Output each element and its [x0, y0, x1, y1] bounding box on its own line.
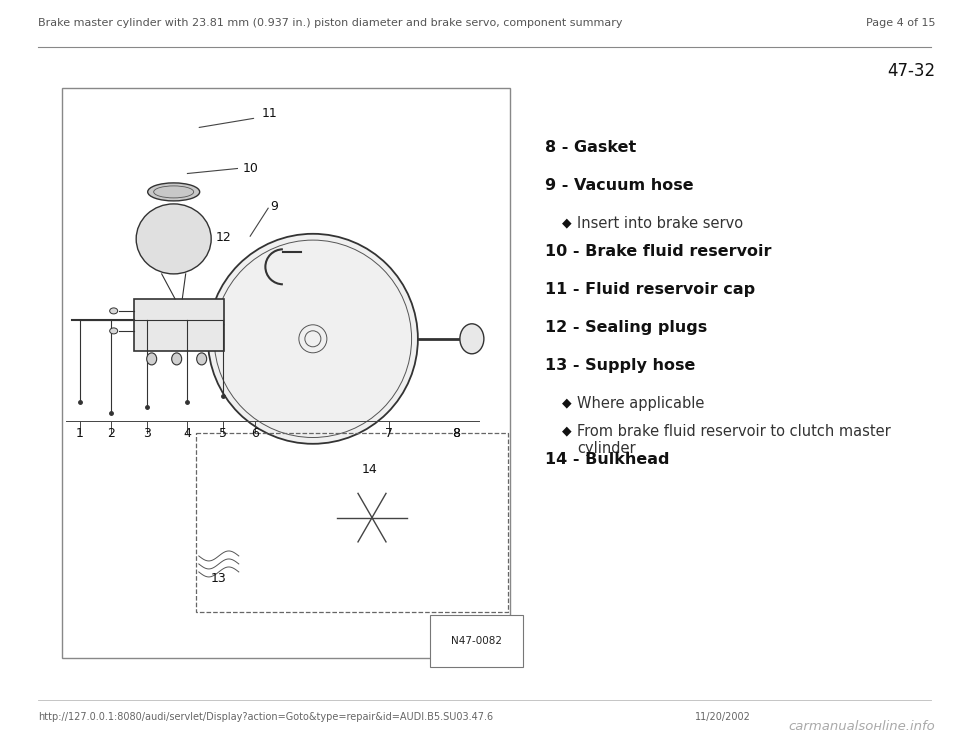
Ellipse shape — [109, 328, 118, 334]
Text: Brake master cylinder with 23.81 mm (0.937 in.) piston diameter and brake servo,: Brake master cylinder with 23.81 mm (0.9… — [38, 18, 622, 28]
Text: http://127.0.0.1:8080/audi/servlet/Display?action=Goto&type=repair&id=AUDI.B5.SU: http://127.0.0.1:8080/audi/servlet/Displ… — [38, 712, 493, 722]
Bar — [197, 433, 508, 612]
Text: carmanualsонline.info: carmanualsонline.info — [788, 720, 935, 733]
Text: 8: 8 — [452, 427, 460, 440]
Ellipse shape — [197, 353, 206, 365]
Ellipse shape — [147, 353, 156, 365]
Text: 2: 2 — [108, 427, 115, 440]
Text: ◆: ◆ — [563, 396, 572, 409]
Ellipse shape — [460, 324, 484, 354]
Text: 10: 10 — [243, 162, 258, 175]
Text: ◆: ◆ — [563, 216, 572, 229]
Text: 13 - Supply hose: 13 - Supply hose — [545, 358, 695, 373]
Ellipse shape — [109, 308, 118, 314]
Text: 3: 3 — [143, 427, 151, 440]
Text: 1: 1 — [76, 427, 84, 440]
Text: Insert into brake servo: Insert into brake servo — [577, 216, 743, 231]
Text: 47-32: 47-32 — [887, 62, 935, 80]
Text: 11/20/2002: 11/20/2002 — [695, 712, 751, 722]
Text: 11: 11 — [261, 108, 277, 120]
Ellipse shape — [136, 204, 211, 274]
Text: 9 - Vacuum hose: 9 - Vacuum hose — [545, 178, 694, 193]
Text: Page 4 of 15: Page 4 of 15 — [866, 18, 935, 28]
Text: 12: 12 — [216, 231, 231, 244]
Text: 12 - Sealing plugs: 12 - Sealing plugs — [545, 320, 708, 335]
Text: 14: 14 — [362, 464, 378, 476]
Text: 11 - Fluid reservoir cap: 11 - Fluid reservoir cap — [545, 282, 756, 297]
Text: 9: 9 — [270, 200, 278, 213]
Text: 13: 13 — [211, 572, 227, 585]
Text: 14 - Bulkhead: 14 - Bulkhead — [545, 452, 669, 467]
Text: 10 - Brake fluid reservoir: 10 - Brake fluid reservoir — [545, 244, 772, 259]
Ellipse shape — [148, 183, 200, 201]
Text: From brake fluid reservoir to clutch master
cylinder: From brake fluid reservoir to clutch mas… — [577, 424, 891, 456]
Text: 8 - Gasket: 8 - Gasket — [545, 140, 636, 155]
Text: 7: 7 — [385, 427, 393, 440]
Ellipse shape — [172, 353, 181, 365]
Text: 5: 5 — [219, 427, 228, 440]
Text: 4: 4 — [183, 427, 191, 440]
Ellipse shape — [208, 234, 418, 444]
Text: 8: 8 — [452, 427, 460, 440]
Text: 6: 6 — [251, 427, 258, 440]
Bar — [133, 299, 224, 351]
Text: Where applicable: Where applicable — [577, 396, 705, 411]
Text: ◆: ◆ — [563, 424, 572, 437]
Text: N47-0082: N47-0082 — [451, 636, 502, 646]
